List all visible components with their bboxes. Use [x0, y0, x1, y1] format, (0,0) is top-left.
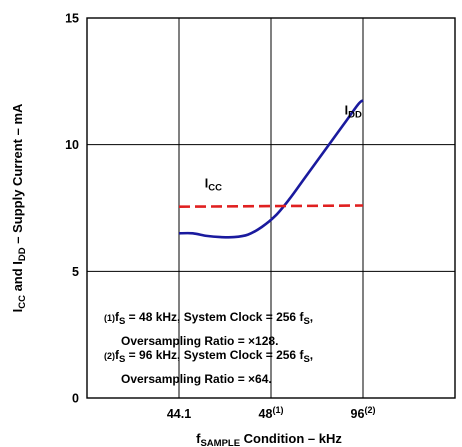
footnote-line-2: Oversampling Ratio = ×128.	[121, 334, 278, 348]
x-axis-title: fSAMPLE Condition – kHz	[196, 431, 342, 447]
y-tick-label-1: 5	[72, 265, 79, 279]
series-line-idd	[178, 99, 364, 239]
x-tick-label-0: 44.1	[167, 407, 191, 421]
series-label-icc: ICC	[205, 177, 222, 194]
x-tick-label-2: 96(2)	[351, 405, 376, 421]
series-group	[178, 99, 364, 239]
plot-frame	[86, 17, 456, 399]
footnotes: (1)fS = 48 kHz, System Clock = 256 fS, Ov…	[104, 310, 313, 386]
grid	[87, 18, 455, 398]
series-line-icc	[178, 204, 364, 208]
y-axis-title: ICC and IDD – Supply Current – mA	[10, 103, 28, 312]
y-tick-label-3: 15	[65, 12, 79, 26]
x-axis-ticks: 44.1 48(1) 96(2)	[167, 405, 376, 421]
footnote-line-3: (2)fS = 96 kHz, System Clock = 256 fS,	[104, 348, 313, 365]
footnote-line-1: (1)fS = 48 kHz, System Clock = 256 fS,	[104, 310, 313, 327]
y-axis-ticks: 0 5 10 15	[65, 12, 79, 406]
x-tick-label-1: 48(1)	[259, 405, 284, 421]
y-tick-label-0: 0	[72, 392, 79, 406]
y-tick-label-2: 10	[65, 138, 79, 152]
series-labels: IDD ICC	[205, 103, 362, 193]
footnote-line-4: Oversampling Ratio = ×64.	[121, 372, 272, 386]
series-label-idd: IDD	[345, 103, 362, 120]
